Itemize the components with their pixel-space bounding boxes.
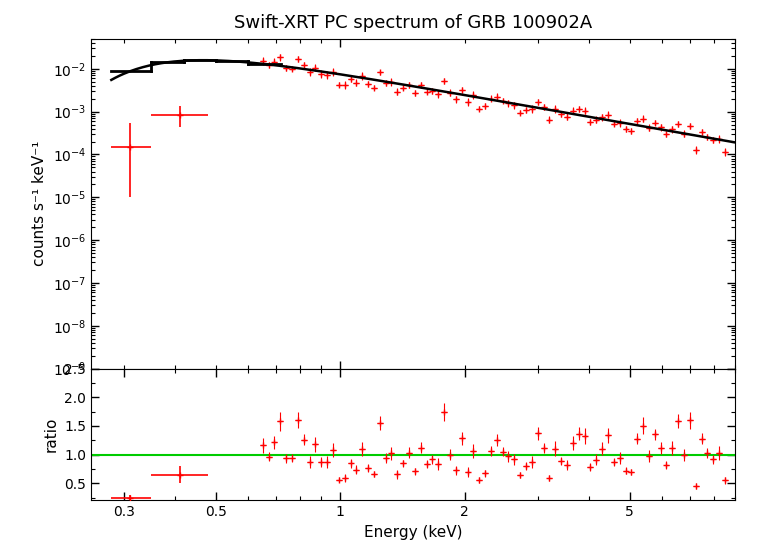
Y-axis label: ratio: ratio (43, 417, 58, 452)
Y-axis label: counts s⁻¹ keV⁻¹: counts s⁻¹ keV⁻¹ (32, 141, 47, 266)
Title: Swift-XRT PC spectrum of GRB 100902A: Swift-XRT PC spectrum of GRB 100902A (234, 14, 592, 32)
X-axis label: Energy (keV): Energy (keV) (364, 525, 462, 540)
